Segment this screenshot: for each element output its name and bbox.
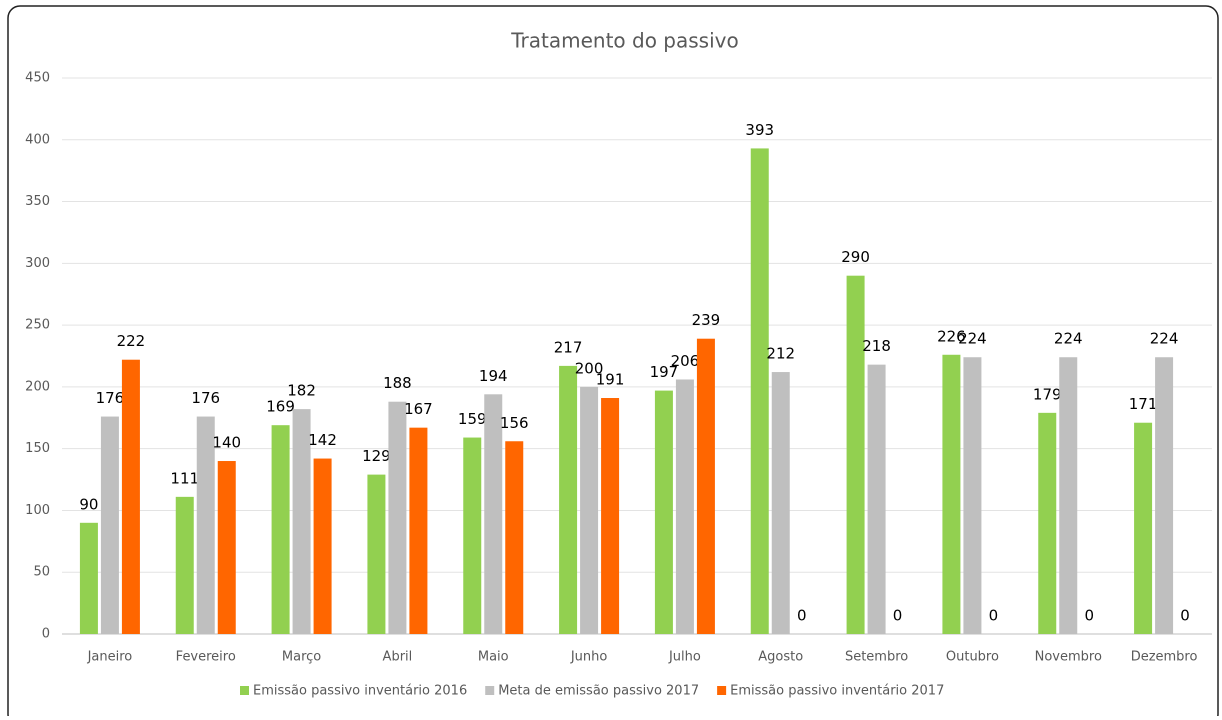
bar [867, 364, 886, 634]
data-label: 159 [458, 410, 487, 428]
data-label: 169 [266, 398, 295, 416]
bar [601, 398, 620, 634]
bar [771, 372, 790, 634]
bar [505, 441, 524, 634]
legend-label: Meta de emissão passivo 2017 [498, 684, 699, 699]
bar [484, 394, 503, 634]
data-label: 176 [96, 389, 125, 407]
bar [1059, 357, 1078, 634]
bar [271, 425, 290, 634]
y-tick-label: 350 [25, 194, 50, 209]
data-label: 191 [596, 371, 625, 389]
data-label: 393 [745, 121, 774, 139]
bar [1155, 357, 1174, 634]
x-tick-label: Fevereiro [176, 650, 236, 665]
bar [388, 401, 407, 634]
bar [559, 365, 578, 634]
data-label: 224 [958, 330, 987, 348]
x-tick-label: Julho [668, 650, 701, 665]
bar [367, 474, 386, 634]
data-label: 140 [212, 434, 241, 452]
bar [963, 357, 982, 634]
data-label: 156 [500, 414, 529, 432]
data-label: 182 [287, 382, 316, 400]
x-tick-label: Setembro [845, 650, 908, 665]
x-tick-label: Agosto [758, 650, 803, 665]
data-label: 176 [191, 389, 220, 407]
bar [580, 386, 599, 634]
bar [79, 522, 98, 634]
data-label: 129 [362, 447, 391, 465]
bar [675, 379, 694, 634]
y-tick-label: 50 [33, 565, 50, 580]
bar [1134, 422, 1153, 634]
data-label: 179 [1033, 385, 1062, 403]
data-label: 90 [79, 495, 98, 513]
data-label: 200 [575, 359, 604, 377]
x-tick-label: Abril [383, 650, 413, 665]
bar [100, 416, 119, 634]
data-label: 171 [1129, 395, 1158, 413]
data-label: 194 [479, 367, 508, 385]
data-label: 222 [117, 332, 146, 350]
bar [654, 390, 673, 634]
data-label: 239 [692, 311, 721, 329]
y-tick-label: 0 [42, 627, 50, 642]
bar [175, 496, 194, 634]
data-label: 224 [1150, 330, 1179, 348]
y-tick-label: 100 [25, 503, 50, 518]
x-tick-label: Maio [478, 650, 509, 665]
data-label: 111 [170, 469, 199, 487]
data-label: 0 [989, 607, 999, 625]
data-label: 0 [1180, 607, 1190, 625]
data-label: 290 [841, 248, 870, 266]
data-label: 224 [1054, 330, 1083, 348]
data-label: 167 [404, 400, 433, 418]
data-label: 142 [308, 431, 337, 449]
legend-swatch [717, 686, 727, 695]
bar [463, 437, 482, 634]
data-label: 188 [383, 374, 412, 392]
y-tick-label: 250 [25, 318, 50, 333]
bar [750, 148, 769, 634]
bar [846, 275, 865, 634]
y-tick-label: 150 [25, 441, 50, 456]
bar [942, 354, 961, 634]
y-tick-label: 300 [25, 256, 50, 271]
bar [292, 409, 311, 634]
legend-swatch [485, 686, 495, 695]
bar [196, 416, 215, 634]
x-tick-label: Março [282, 650, 321, 665]
bar [1038, 412, 1057, 634]
legend-label: Emissão passivo inventário 2017 [730, 684, 944, 699]
data-label: 218 [862, 337, 891, 355]
y-tick-label: 200 [25, 379, 50, 394]
chart-title: Tratamento do passivo [510, 29, 738, 53]
x-tick-label: Junho [570, 650, 608, 665]
bar [696, 338, 715, 634]
bar [121, 359, 140, 634]
data-label: 212 [766, 345, 795, 363]
y-tick-label: 400 [25, 132, 50, 147]
data-label: 0 [893, 607, 903, 625]
x-tick-label: Janeiro [87, 650, 133, 665]
x-tick-label: Novembro [1035, 650, 1102, 665]
data-label: 0 [797, 607, 807, 625]
bar [313, 458, 332, 634]
data-label: 217 [554, 338, 583, 356]
data-label: 206 [671, 352, 700, 370]
bar [217, 461, 236, 634]
bar [409, 427, 428, 634]
legend-label: Emissão passivo inventário 2016 [253, 684, 467, 699]
data-label: 226 [937, 327, 966, 345]
data-label: 0 [1084, 607, 1094, 625]
x-tick-label: Dezembro [1131, 650, 1198, 665]
data-label: 197 [650, 363, 679, 381]
y-tick-label: 450 [25, 71, 50, 86]
x-tick-label: Outubro [946, 650, 999, 665]
legend-swatch [240, 686, 249, 695]
